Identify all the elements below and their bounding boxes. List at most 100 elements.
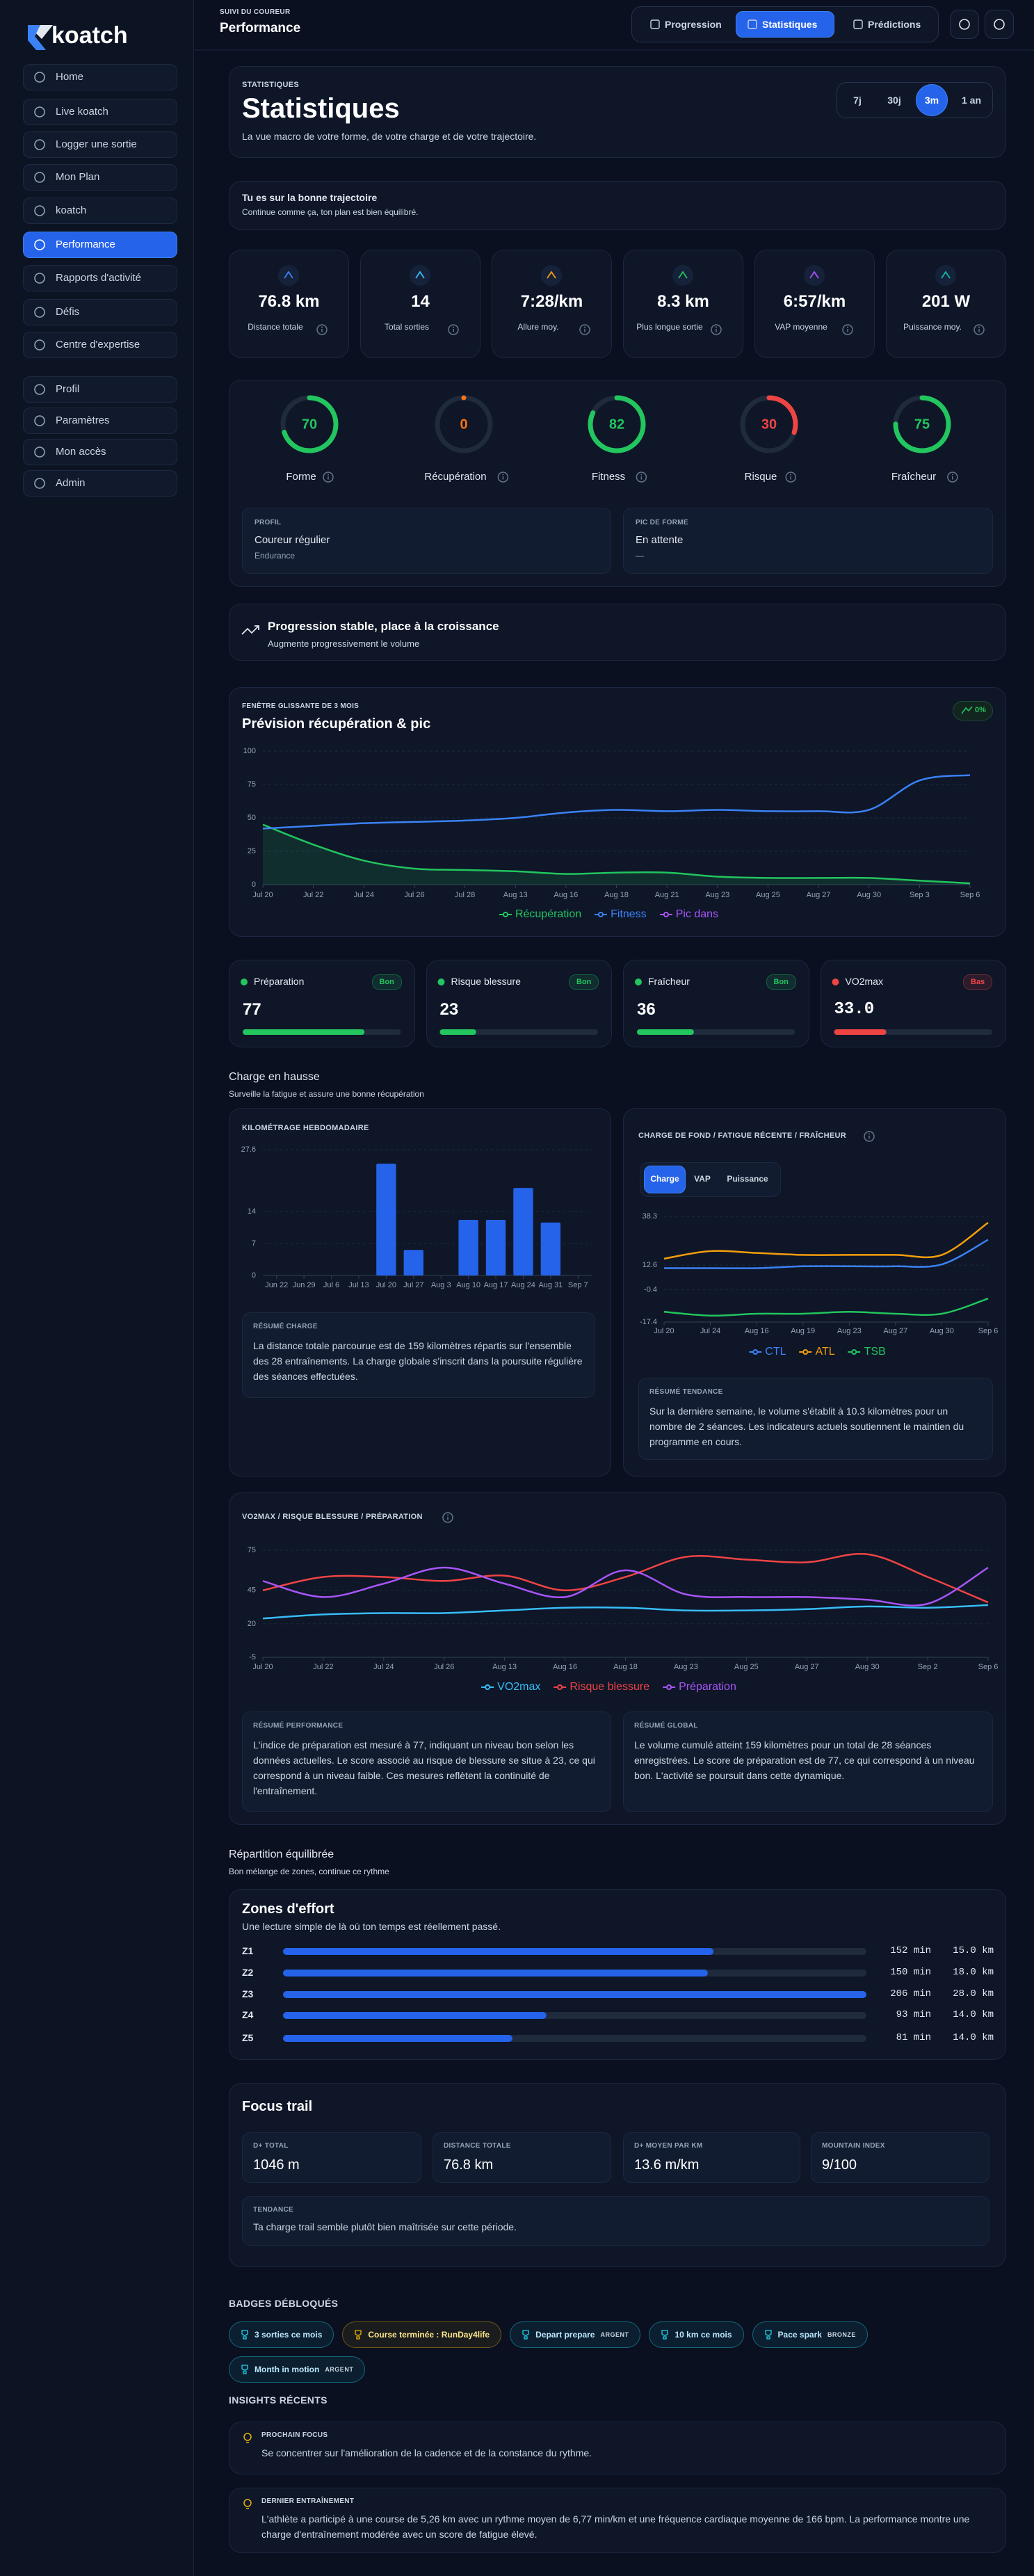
- vo2-summary-text: Le volume cumulé atteint 159 kilomètres …: [634, 1739, 975, 1781]
- zones-intro-title: Répartition équilibrée: [229, 1849, 334, 1860]
- nav-label: Paramètres: [56, 414, 110, 426]
- legend-label: CTL: [765, 1346, 786, 1358]
- indicator-name: Préparation: [254, 976, 305, 987]
- kpi-value: 6:57/km: [783, 292, 846, 311]
- trail-trend-label: TENDANCE: [253, 2206, 293, 2214]
- banner-title: Tu es sur la bonne trajectoire: [242, 192, 378, 203]
- icon-button[interactable]: [985, 10, 1014, 39]
- legend: CTL ATL TSB: [748, 1346, 886, 1358]
- profile-value: Coureur régulier: [255, 534, 330, 546]
- icon-button[interactable]: [950, 10, 979, 39]
- legend-item: VO2max: [480, 1681, 540, 1693]
- trail-stat: [811, 2132, 989, 2183]
- nav-label: Live koatch: [56, 106, 108, 118]
- badge-icon: [241, 2365, 248, 2374]
- badge-list: 3 sorties ce mois Course terminée : RunDa…: [229, 2321, 869, 2383]
- badge: 3 sorties ce mois: [229, 2321, 334, 2348]
- gauge-label: Forme: [286, 471, 316, 483]
- profile-box: [623, 508, 993, 574]
- indicator-name: Risque blessure: [451, 976, 521, 987]
- legend-swatch-dot: [802, 1349, 809, 1355]
- trail-stat-label: D+ MOYEN PAR KM: [634, 2142, 703, 2150]
- kpi-value: 8.3 km: [657, 292, 709, 311]
- insights-title: INSIGHTS RÉCENTS: [229, 2394, 328, 2406]
- profile-box: [242, 508, 611, 574]
- nav-item[interactable]: [23, 470, 177, 497]
- nav-label: Logger une sortie: [56, 138, 137, 150]
- badge-icon-shape: [241, 2365, 248, 2374]
- nav-item[interactable]: [23, 99, 177, 125]
- legend-label: Préparation: [679, 1681, 736, 1693]
- legend-swatch-dot: [598, 912, 604, 917]
- legend: VO2max Risque blessure Préparation: [480, 1681, 736, 1693]
- legend-item: TSB: [848, 1346, 886, 1358]
- nav-item[interactable]: [23, 131, 177, 158]
- nav-item[interactable]: [23, 198, 177, 224]
- indicator-name: VO2max: [845, 976, 883, 987]
- indicator-status: Bas: [963, 974, 993, 990]
- legend-label: VO2max: [497, 1681, 541, 1693]
- profile-label: PROFIL: [255, 519, 282, 526]
- trail-stat-value: 76.8 km: [444, 2157, 494, 2173]
- indicator-value: 33.0: [834, 1000, 875, 1019]
- indicator-status: Bon: [766, 974, 796, 990]
- nav-item[interactable]: [23, 164, 177, 191]
- zone-distance: 18.0 km: [953, 1967, 994, 1978]
- brand: koatch: [51, 22, 128, 49]
- badge: Pace spark BRONZE: [752, 2321, 868, 2348]
- badge: Depart prepare ARGENT: [510, 2321, 641, 2348]
- profile-value: En attente: [636, 534, 684, 546]
- period-group: [837, 82, 993, 118]
- nav-label: Mon accès: [56, 446, 106, 458]
- nav-item[interactable]: [23, 299, 177, 325]
- legend-label: ATL: [815, 1346, 835, 1358]
- stats-subtitle: La vue macro de votre forme, de votre ch…: [242, 131, 537, 142]
- legend: Récupération Fitness Pic dans: [499, 908, 718, 921]
- load-tab-active[interactable]: [644, 1166, 686, 1193]
- kpi-label: VAP moyenne: [775, 322, 827, 332]
- header-title: Performance: [220, 21, 301, 35]
- badge-icon-shape: [764, 2330, 772, 2340]
- badge: 10 km ce mois: [649, 2321, 744, 2348]
- profile-detail: Endurance: [255, 551, 296, 561]
- badge-icon: [764, 2330, 772, 2340]
- nav-item[interactable]: [23, 64, 177, 90]
- nav-label: Défis: [56, 306, 80, 318]
- nav-item[interactable]: [23, 332, 177, 358]
- trail-stat: [623, 2132, 800, 2183]
- nav-item[interactable]: [23, 265, 177, 291]
- zone-name: Z5: [242, 2032, 254, 2043]
- nav-item[interactable]: [23, 232, 177, 258]
- indicator-status: Bon: [371, 974, 402, 990]
- badge-icon: [522, 2330, 529, 2340]
- kpi-value: 76.8 km: [258, 292, 320, 311]
- weekly-card: [229, 1108, 611, 1476]
- kpi-value: 14: [411, 292, 430, 311]
- kpi-value: 201 W: [921, 292, 971, 311]
- period: 3m: [924, 95, 939, 106]
- nav-label: Mon Plan: [56, 171, 100, 183]
- insight-label: DERNIER ENTRAÎNEMENT: [261, 2497, 355, 2505]
- trail-stat-label: DISTANCE TOTALE: [444, 2142, 511, 2150]
- period-active[interactable]: [916, 84, 948, 116]
- vo2-summary-text: L'indice de préparation est mesuré à 77,…: [253, 1739, 595, 1796]
- header-eyebrow: SUIVI DU COUREUR: [220, 8, 291, 16]
- legend-swatch-dot: [663, 912, 669, 917]
- kpi-label: Puissance moy.: [903, 322, 962, 332]
- nav-label: Rapports d'activité: [56, 272, 141, 284]
- nav-label: Admin: [56, 477, 86, 489]
- trail-trend-text: Ta charge trail semble plutôt bien maîtr…: [253, 2221, 517, 2232]
- nav-item[interactable]: [23, 439, 177, 465]
- badge-icon: [241, 2330, 248, 2340]
- nav-item[interactable]: [23, 376, 177, 403]
- legend-item: ATL: [798, 1346, 835, 1358]
- load-tab: VAP: [694, 1174, 711, 1184]
- legend-swatch-dot: [485, 1684, 491, 1690]
- progression-text: Augmente progressivement le volume: [268, 638, 420, 649]
- load-summary-text: Sur la dernière semaine, le volume s'éta…: [649, 1406, 964, 1447]
- trail-stat: [433, 2132, 611, 2183]
- weekly-summary-label: RÉSUMÉ CHARGE: [253, 1323, 318, 1330]
- nav-item[interactable]: [23, 408, 177, 434]
- legend-item: CTL: [748, 1346, 786, 1358]
- load-summary-label: RÉSUMÉ TENDANCE: [649, 1388, 723, 1396]
